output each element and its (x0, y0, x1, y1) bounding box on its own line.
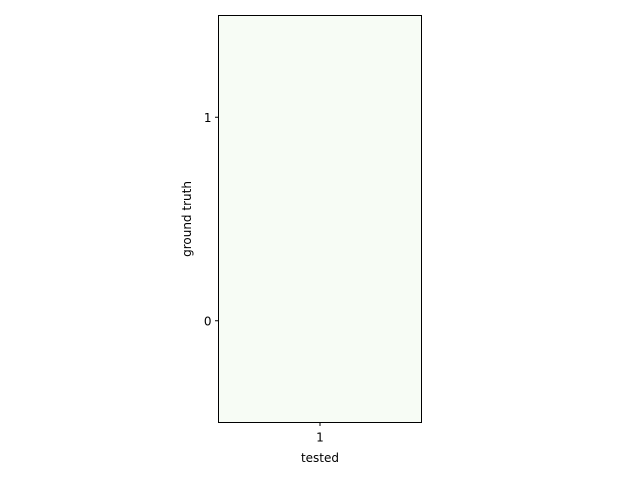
heatmap-cell (218, 15, 422, 219)
heatmap-cell (218, 219, 422, 423)
y-axis-label: ground truth (180, 181, 194, 257)
x-axis-label: tested (301, 451, 339, 465)
heatmap-cells (218, 15, 422, 423)
y-axis-ticks: 01 (204, 111, 219, 328)
y-tick-label: 1 (204, 111, 212, 125)
x-tick-label: 1 (316, 431, 324, 445)
y-tick-label: 0 (204, 314, 212, 328)
x-axis-ticks: 1 (316, 422, 324, 445)
